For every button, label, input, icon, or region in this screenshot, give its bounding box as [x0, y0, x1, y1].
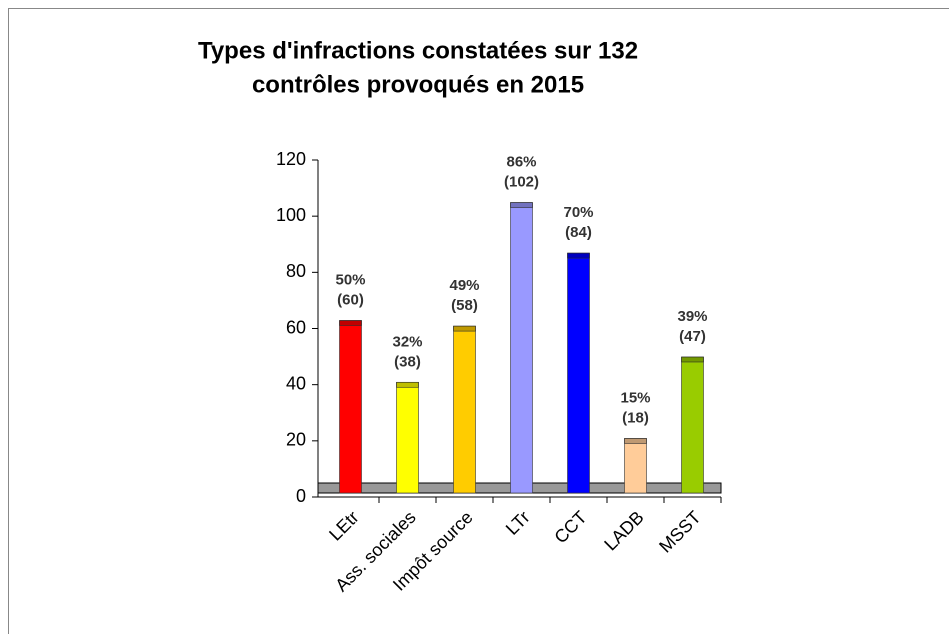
percent-label: 39% — [677, 308, 707, 325]
bar-top — [510, 202, 533, 208]
frame — [8, 8, 949, 634]
bar-top-shade — [339, 320, 362, 326]
percent-label: 32% — [392, 333, 422, 350]
x-tick-label: LADB — [600, 507, 647, 554]
x-tick-label: MSST — [655, 507, 705, 557]
bar-top — [567, 252, 590, 259]
y-tick-label: 120 — [276, 149, 306, 169]
bar-top-shade — [453, 326, 476, 332]
bar — [510, 202, 533, 494]
percent-label: 86% — [506, 154, 536, 171]
bar — [681, 356, 704, 494]
value-label: (47) — [679, 328, 706, 345]
value-label: (58) — [451, 297, 478, 314]
bar-top — [624, 438, 647, 444]
chart-title: contrôles provoqués en 2015 — [252, 71, 584, 98]
bar — [624, 438, 647, 494]
bar — [567, 252, 590, 494]
percent-label: 49% — [449, 277, 479, 294]
bar — [453, 325, 476, 494]
bar-top-shade — [510, 202, 533, 208]
y-tick-label: 60 — [286, 317, 306, 337]
percent-label: 15% — [620, 389, 650, 406]
bar-top — [453, 325, 476, 332]
value-label: (102) — [504, 174, 539, 191]
y-tick-label: 0 — [296, 486, 306, 506]
y-tick-label: 100 — [276, 205, 306, 225]
x-tick-label: LTr — [502, 507, 534, 539]
y-tick-label: 80 — [286, 261, 306, 281]
y-tick-label: 20 — [286, 430, 306, 450]
bar-top-shade — [624, 438, 647, 444]
value-label: (38) — [394, 353, 421, 370]
bar — [339, 320, 362, 494]
value-label: (18) — [622, 409, 649, 426]
percent-label: 70% — [563, 204, 593, 221]
x-tick-label: CCT — [550, 507, 590, 547]
x-tick-label: LEtr — [325, 507, 362, 544]
percent-label: 50% — [335, 271, 365, 288]
bar-top — [681, 356, 704, 363]
value-label: (84) — [565, 224, 592, 241]
bar-top — [396, 381, 419, 388]
bar-top-shade — [396, 382, 419, 388]
chart-title: Types d'infractions constatées sur 132 — [198, 37, 638, 64]
bar-top-shade — [681, 357, 704, 363]
bar — [396, 381, 419, 494]
y-tick-label: 40 — [286, 373, 306, 393]
bar-top-shade — [567, 253, 590, 259]
bar-top — [339, 320, 362, 326]
value-label: (60) — [337, 291, 364, 308]
